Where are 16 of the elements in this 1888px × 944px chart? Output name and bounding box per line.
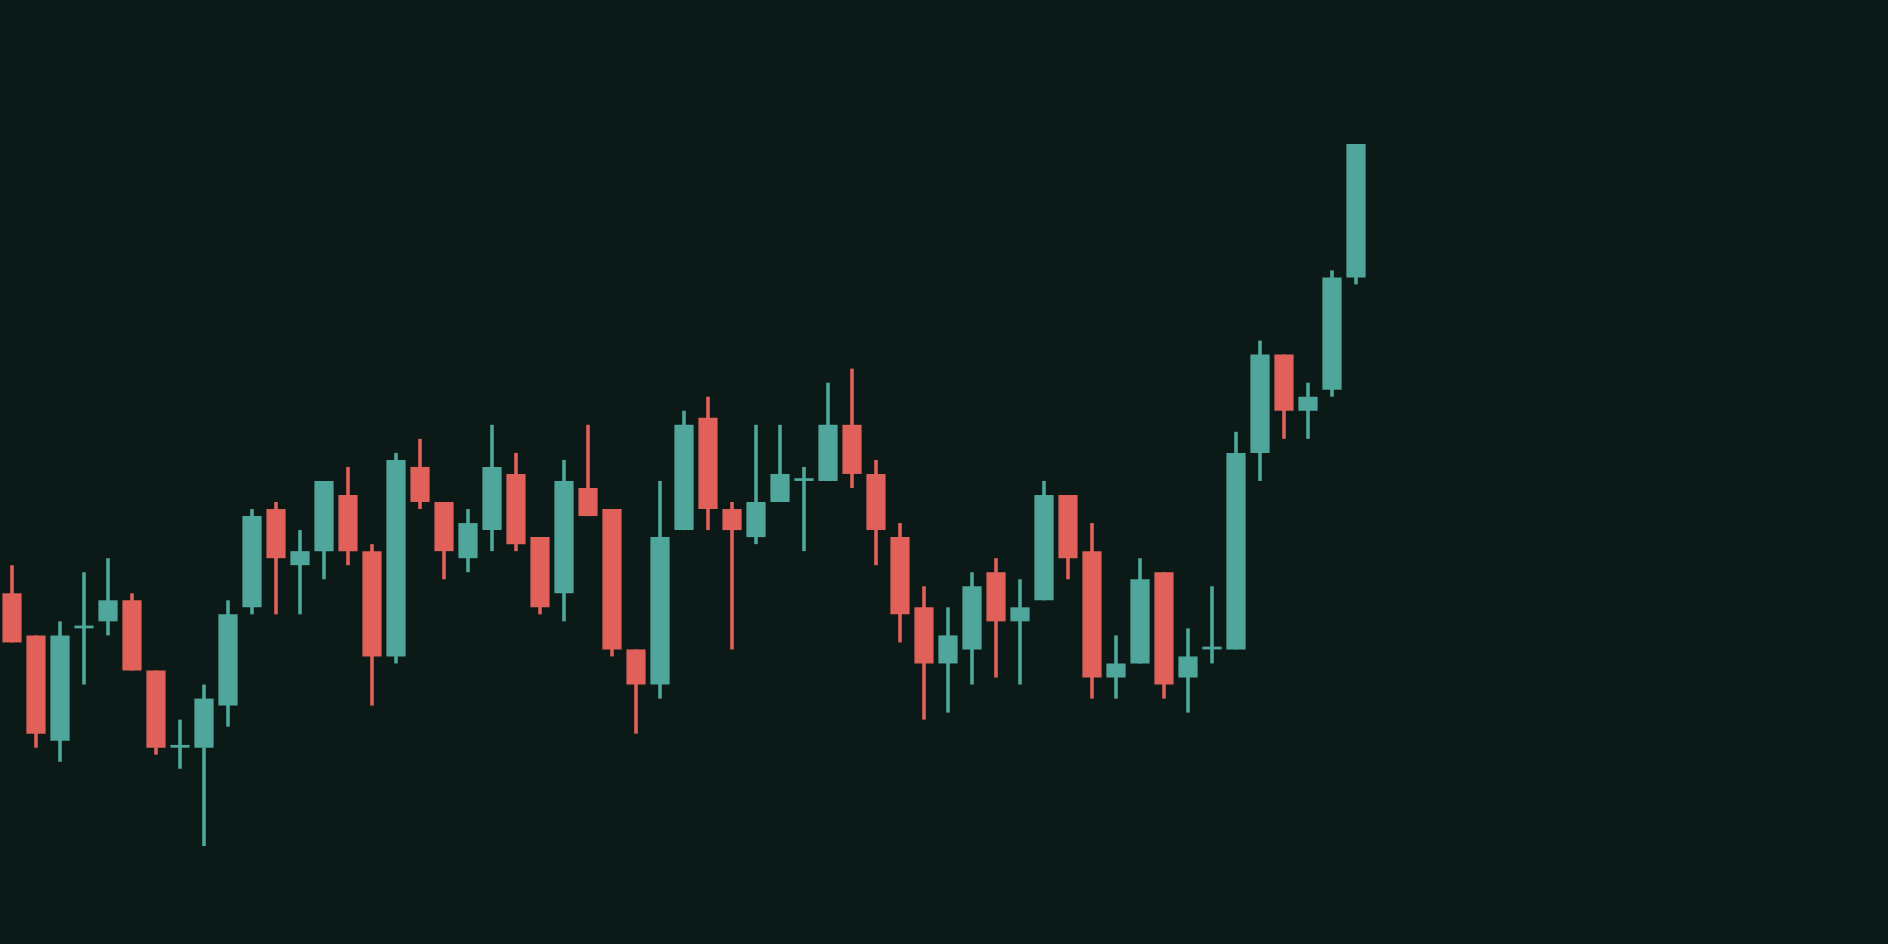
candlestick	[938, 605, 958, 715]
candlestick	[746, 422, 766, 546]
candlestick	[626, 647, 646, 736]
candlestick	[410, 437, 430, 511]
candlestick	[794, 465, 814, 553]
candlestick	[578, 422, 598, 518]
candlestick	[170, 717, 190, 771]
candlestick	[98, 556, 118, 638]
candlestick	[458, 507, 478, 575]
candlestick	[1010, 577, 1030, 687]
candlestick	[1178, 626, 1198, 715]
candlestick	[1106, 633, 1126, 701]
candlestick	[722, 500, 742, 652]
candlestick	[290, 528, 310, 617]
candlestick	[770, 422, 790, 504]
candlestick	[1298, 380, 1318, 441]
